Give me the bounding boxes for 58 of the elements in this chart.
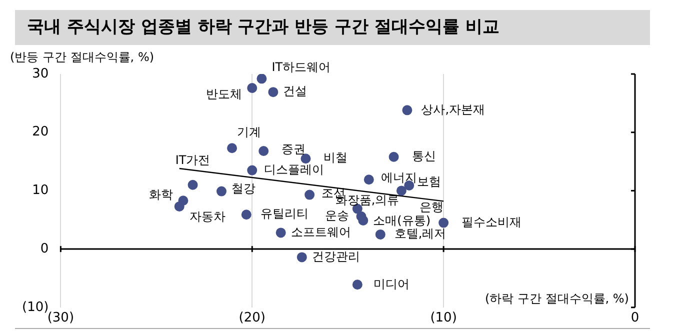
- annotation: 자동차: [189, 210, 226, 224]
- point: [247, 83, 258, 94]
- y-axis-title: (반등 구간 절대수익률, %): [10, 50, 154, 64]
- point: [364, 174, 374, 185]
- annotation: 디스플레이: [264, 162, 324, 176]
- x-tick-label: (30): [47, 310, 74, 326]
- annotation: 유틸리티: [260, 206, 308, 221]
- annotation: 철강: [231, 181, 256, 196]
- annotation: 소매(유통): [373, 214, 431, 228]
- point: [296, 252, 307, 262]
- annotation: 통신: [412, 148, 436, 163]
- point: [375, 229, 386, 240]
- y-tick-label: (10): [22, 300, 49, 315]
- point: [438, 218, 449, 228]
- annotation: 화학: [149, 188, 174, 202]
- point: [402, 105, 412, 116]
- x-tick-label: (10): [430, 310, 457, 326]
- annotation: 호텔,레저: [394, 226, 446, 241]
- annotation: 에너지: [380, 170, 417, 185]
- annotation: 보험: [417, 174, 442, 189]
- x-tick-label: (20): [238, 310, 266, 326]
- point: [247, 165, 258, 176]
- x-tick-label: 0: [630, 310, 640, 326]
- annotation: 상사,자본재: [421, 102, 486, 116]
- annotation: 건설: [283, 84, 308, 98]
- annotation: 운송: [325, 208, 350, 222]
- point: [174, 201, 184, 212]
- point: [216, 186, 226, 196]
- annotation: 건강관리: [312, 249, 360, 264]
- point: [227, 143, 238, 154]
- annotation: 증권: [282, 142, 306, 156]
- point: [241, 210, 252, 220]
- annotation: 반도체: [206, 87, 242, 102]
- point: [304, 190, 315, 200]
- chart-title: 국내 주식시장 업종별 하락 구간과 반등 구간 절대수익률 비교: [15, 10, 650, 45]
- annotation: 소프트웨어: [290, 224, 351, 239]
- point: [396, 186, 406, 196]
- annotation: 미디어: [373, 276, 410, 291]
- point: [388, 152, 399, 162]
- annotation: 필수소비재: [462, 214, 522, 229]
- annotation: 은행: [419, 200, 444, 214]
- annotation: 비철: [324, 150, 348, 165]
- point: [258, 146, 269, 156]
- y-tick-label: 20: [32, 124, 49, 140]
- point: [188, 180, 198, 190]
- point: [276, 228, 286, 238]
- y-tick-label: 10: [32, 183, 49, 198]
- point: [256, 74, 267, 84]
- point: [352, 280, 362, 290]
- point: [268, 87, 278, 98]
- annotation: IT가전: [175, 152, 210, 167]
- y-tick-label: 0: [40, 241, 49, 256]
- y-tick-label: 30: [32, 66, 49, 82]
- annotation: IT하드웨어: [272, 60, 331, 74]
- x-axis-title: (하락 구간 절대수익률, %): [484, 292, 629, 306]
- point: [300, 154, 311, 164]
- point: [358, 215, 368, 226]
- annotation: 기계: [237, 125, 262, 140]
